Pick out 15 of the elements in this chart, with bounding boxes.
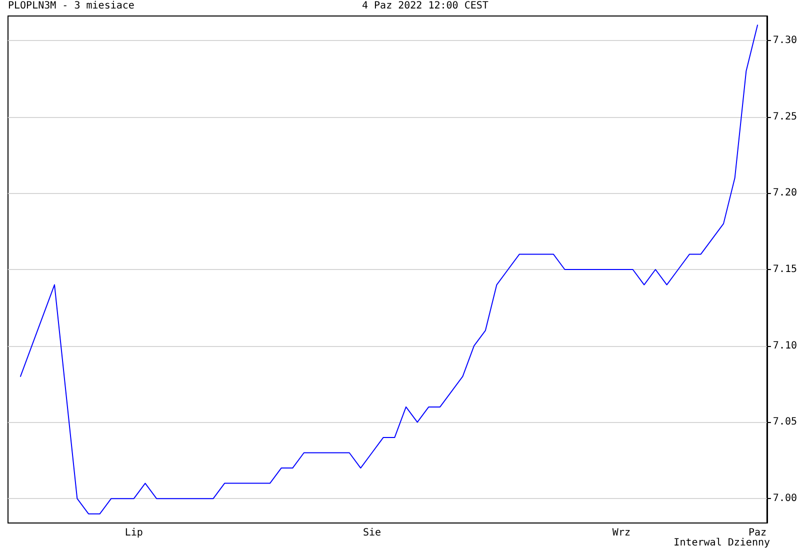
text: Interwal Dzienny: [674, 538, 770, 548]
x-tick-label: Lip: [124, 528, 143, 538]
x-tick-label: Wrz: [612, 528, 630, 538]
y-tick-label: 7.15: [772, 264, 798, 275]
y-tick-label: 7.20: [772, 188, 798, 199]
x-tick-label: Sie: [362, 528, 382, 538]
y-tick-label: 7.10: [772, 340, 798, 352]
x-tick-label: Paz: [748, 528, 767, 538]
chart-subtitle: 4 Paz 2022 12:00 CEST: [362, 0, 488, 12]
line-series: [20, 24, 758, 514]
y-tick-label: 7.00: [772, 493, 798, 504]
chart-title: PLOPLN3M - 3 miesiace: [8, 0, 134, 12]
y-tick-label: 7.30: [772, 34, 798, 46]
y-tick-label: 7.05: [772, 416, 798, 428]
y-tick-label: 7.25: [772, 111, 798, 122]
